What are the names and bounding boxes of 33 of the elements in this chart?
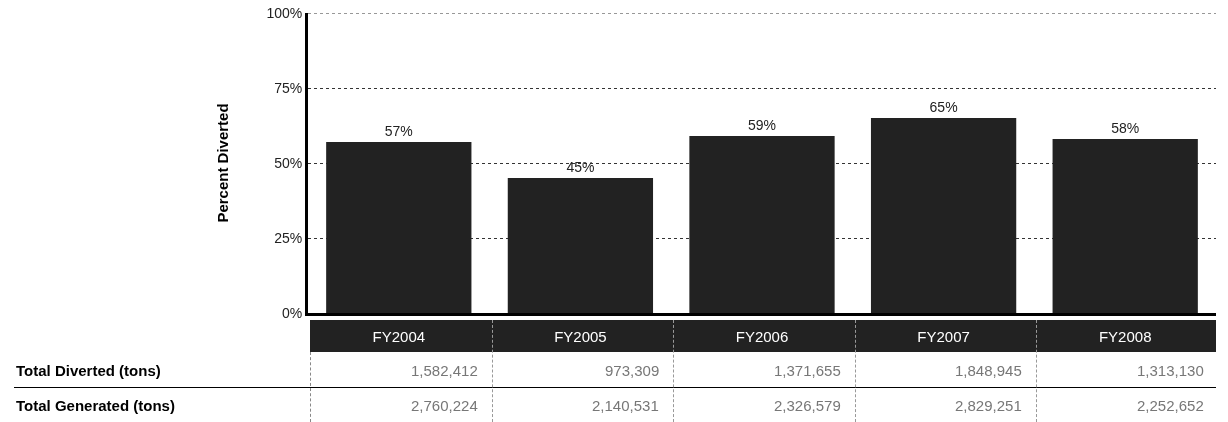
bar	[870, 118, 1017, 313]
y-tick-label: 100%	[266, 4, 303, 21]
text: 1,371,655	[774, 362, 841, 379]
text: 2,252,652	[1137, 397, 1204, 414]
x-tick-label: FY2004	[372, 328, 426, 345]
data-label: 45%	[566, 159, 595, 175]
x-tick-label: FY2007	[917, 328, 970, 345]
bar	[507, 178, 654, 313]
text: Total Generated (tons)	[16, 397, 175, 414]
x-tick-label: FY2005	[554, 328, 607, 345]
bar	[326, 142, 472, 313]
y-tick-label: 75%	[274, 79, 303, 96]
data-label: 57%	[384, 123, 413, 139]
text: 1,848,945	[955, 362, 1022, 379]
data-label: 59%	[747, 117, 777, 133]
data-label: 58%	[1111, 120, 1140, 136]
x-tick-label: FY2008	[1098, 328, 1152, 345]
text: 973,309	[605, 362, 660, 379]
y-tick-label: 50%	[274, 154, 303, 171]
text: 1,582,412	[411, 362, 478, 379]
bar	[689, 136, 835, 313]
data-label: 65%	[929, 99, 958, 115]
text: 2,829,251	[955, 397, 1022, 414]
text: 2,140,531	[592, 397, 659, 414]
bar	[1052, 139, 1198, 313]
y-tick-label: 25%	[274, 229, 303, 246]
text: Total Diverted (tons)	[16, 362, 161, 379]
y-axis-title: Percent Diverted	[213, 103, 231, 223]
y-tick-label: 0%	[281, 304, 303, 321]
text: 1,313,130	[1137, 362, 1204, 379]
text: 2,760,224	[411, 397, 478, 414]
text: 2,326,579	[774, 397, 841, 414]
x-tick-label: FY2006	[735, 328, 789, 345]
